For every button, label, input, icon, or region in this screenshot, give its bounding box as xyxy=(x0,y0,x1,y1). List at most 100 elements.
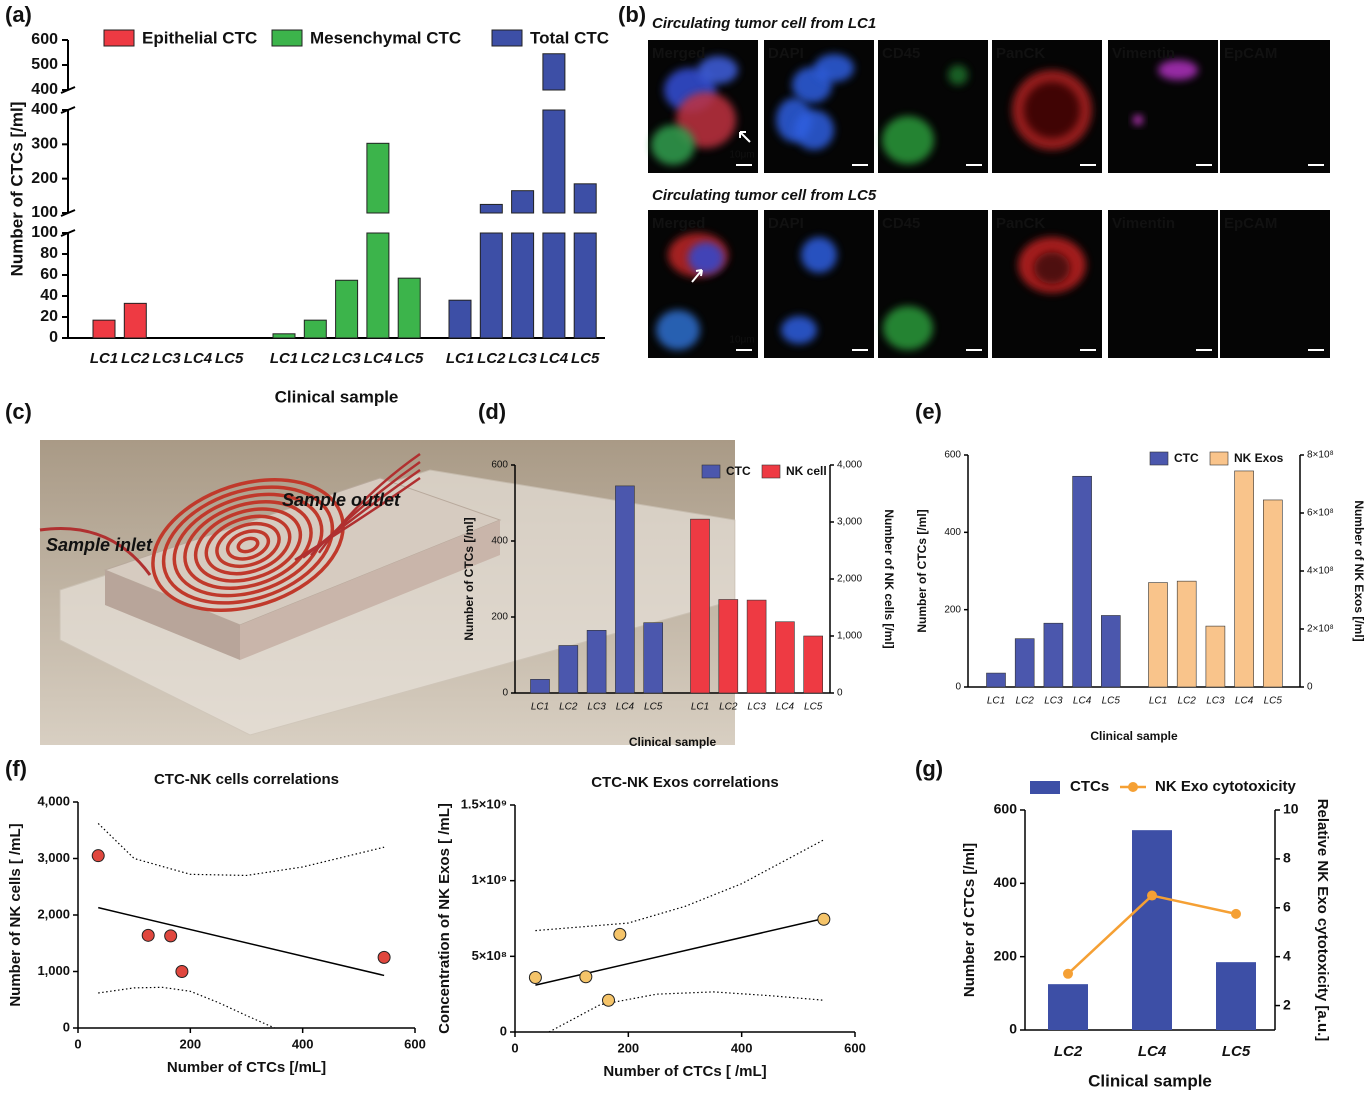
bar xyxy=(366,232,390,339)
micrograph xyxy=(1108,40,1218,173)
y-axis-label: Number of CTCs [/ml] xyxy=(915,509,929,632)
y-tick-label: 600 xyxy=(31,31,58,48)
y-tick-label: 1×10⁹ xyxy=(472,872,507,887)
x-tick-label: LC3 xyxy=(152,350,181,367)
chart-title: CTC-NK Exos correlations xyxy=(591,774,779,791)
cell xyxy=(794,110,834,150)
point xyxy=(91,849,105,863)
x-tick-label: LC2 xyxy=(719,702,738,713)
y-tick-label: 400 xyxy=(491,536,508,547)
panel-subtitle: Circulating tumor cell from LC5 xyxy=(652,187,877,204)
x-tick-label: LC1 xyxy=(1149,696,1167,707)
tubing xyxy=(39,526,152,576)
x-axis-label: Clinical sample xyxy=(629,735,717,749)
y-tick-label: 400 xyxy=(31,81,58,98)
point xyxy=(817,912,831,926)
y2-tick-label: 0 xyxy=(837,688,843,699)
bar xyxy=(1101,615,1121,688)
y-tick-label: 4,000 xyxy=(37,793,70,808)
x-tick-label: LC2 xyxy=(1178,696,1197,707)
y2-tick-label: 0 xyxy=(1307,682,1313,693)
y-tick-label: 400 xyxy=(31,101,58,118)
y2-tick-label: 6 xyxy=(1283,898,1291,914)
y-tick-label: 600 xyxy=(491,460,508,471)
micrograph xyxy=(1220,40,1330,173)
legend-swatch xyxy=(701,464,721,479)
scale-label: 10μm xyxy=(729,150,754,161)
y-tick-label: 600 xyxy=(944,450,961,461)
x-tick-label: 0 xyxy=(74,1036,81,1051)
x-tick-label: LC2 xyxy=(477,350,506,367)
micrograph xyxy=(648,210,758,358)
micrograph xyxy=(992,40,1102,173)
legend-label: CTC xyxy=(726,464,751,478)
x-tick-label: LC4 xyxy=(776,702,795,713)
x-tick-label: LC2 xyxy=(121,350,150,367)
x-tick-label: LC1 xyxy=(691,702,709,713)
bar xyxy=(1176,580,1197,688)
legend-swatch xyxy=(1030,781,1060,794)
x-tick-label: LC3 xyxy=(1206,696,1225,707)
channel-label: DAPI xyxy=(768,45,804,62)
legend-label: CTCs xyxy=(1070,778,1109,795)
channel-label: Vimentin xyxy=(1112,215,1175,232)
cell xyxy=(1158,60,1198,80)
bar xyxy=(530,679,550,694)
bar xyxy=(1263,499,1283,688)
cell xyxy=(1133,115,1143,125)
channel xyxy=(236,536,260,554)
channel-label: EpCAM xyxy=(1224,215,1277,232)
point xyxy=(377,950,391,964)
cell xyxy=(882,116,934,164)
panel-label: (a) xyxy=(5,2,32,27)
y2-tick-label: 6×10⁸ xyxy=(1307,508,1334,519)
y-tick-label: 0 xyxy=(63,1019,70,1034)
x-axis-label: Clinical sample xyxy=(1088,1071,1212,1090)
y-axis-label: Number of NK cells [ /mL] xyxy=(7,823,24,1006)
y-tick-label: 200 xyxy=(31,170,58,187)
bar xyxy=(690,518,710,694)
legend-label: Epithelial CTC xyxy=(142,28,257,47)
bar xyxy=(573,232,597,339)
chip-side xyxy=(240,520,500,660)
bar xyxy=(1234,470,1254,688)
y-axis-label: Number of CTCs [/ml] xyxy=(462,517,476,640)
y-tick-label: 0 xyxy=(500,1023,507,1038)
x-tick-label: LC3 xyxy=(1044,696,1063,707)
bar xyxy=(303,319,327,339)
point xyxy=(528,971,542,985)
bar xyxy=(1072,475,1092,688)
panel-label: (c) xyxy=(5,399,32,424)
y-tick-label: 0 xyxy=(49,329,58,346)
channel-label: CD45 xyxy=(882,45,920,62)
x-tick-label: 400 xyxy=(731,1040,753,1055)
y-tick-label: 2,000 xyxy=(37,906,70,921)
x-tick-label: LC2 xyxy=(1016,696,1035,707)
panel-subtitle: Circulating tumor cell from LC1 xyxy=(652,15,876,32)
x-tick-label: LC5 xyxy=(1222,1043,1251,1060)
micrograph-bg xyxy=(1220,210,1330,358)
panel-label: (f) xyxy=(5,756,27,781)
bar xyxy=(643,622,664,694)
panel-label: (g) xyxy=(915,756,943,781)
micrograph xyxy=(648,40,758,173)
x-tick-label: LC4 xyxy=(184,350,213,367)
micrograph xyxy=(1220,210,1330,358)
y-tick-label: 400 xyxy=(994,874,1018,890)
bar xyxy=(272,333,296,339)
tubing xyxy=(302,468,421,559)
panel-label: (b) xyxy=(618,2,646,27)
bar xyxy=(92,319,116,339)
x-axis-label: Clinical sample xyxy=(1090,729,1178,743)
y-tick-label: 100 xyxy=(31,224,58,241)
bar xyxy=(448,299,472,339)
bar xyxy=(123,302,147,339)
point xyxy=(175,965,189,978)
micrograph xyxy=(878,40,988,173)
y2-tick-label: 4×10⁸ xyxy=(1307,566,1334,577)
micrograph-bg xyxy=(1108,210,1218,358)
y-tick-label: 200 xyxy=(944,604,961,615)
panel-label: (d) xyxy=(478,399,506,424)
micrograph xyxy=(1108,210,1218,358)
cell xyxy=(1024,82,1080,138)
